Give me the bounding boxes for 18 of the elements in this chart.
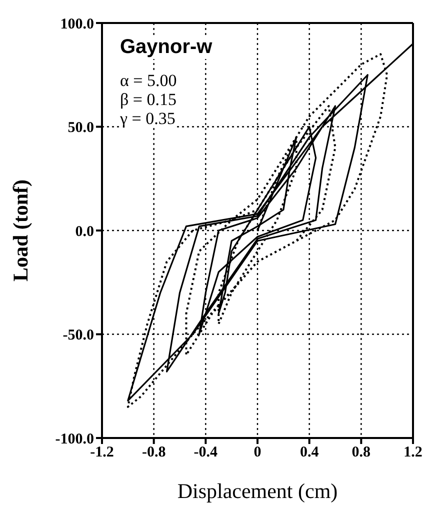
x-tick-label: -0.8 bbox=[142, 444, 166, 461]
annotation: α = 5.00 bbox=[120, 71, 177, 90]
y-tick-label: -100.0 bbox=[55, 431, 94, 448]
annotation: γ = 0.35 bbox=[120, 109, 176, 128]
annotation: β = 0.15 bbox=[120, 90, 176, 109]
y-tick-label: 0.0 bbox=[75, 224, 94, 240]
x-tick-label: 0.8 bbox=[352, 444, 371, 461]
y-tick-label: -50.0 bbox=[62, 328, 94, 344]
x-tick-label: 0 bbox=[254, 444, 262, 461]
x-tick-label: 0.4 bbox=[300, 444, 320, 461]
x-tick-label: -1.2 bbox=[90, 444, 114, 461]
annotation: Gaynor-w bbox=[120, 36, 212, 59]
y-tick-label: 100.0 bbox=[60, 16, 94, 32]
y-tick-label: 50.0 bbox=[68, 120, 94, 136]
x-tick-label: -0.4 bbox=[194, 444, 218, 461]
x-tick-label: 1.2 bbox=[404, 444, 422, 461]
y-axis-title: Load (tonf) bbox=[8, 179, 32, 282]
x-axis-title: Displacement (cm) bbox=[177, 479, 338, 503]
